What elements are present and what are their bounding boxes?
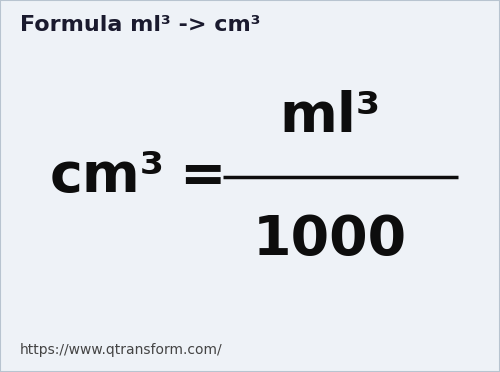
Text: https://www.qtransform.com/: https://www.qtransform.com/ — [20, 343, 222, 357]
Text: Formula ml³ -> cm³: Formula ml³ -> cm³ — [20, 15, 260, 35]
Text: 1000: 1000 — [253, 213, 407, 267]
Text: =: = — [179, 150, 226, 204]
Text: ml³: ml³ — [280, 90, 380, 144]
Text: cm³: cm³ — [50, 150, 165, 204]
